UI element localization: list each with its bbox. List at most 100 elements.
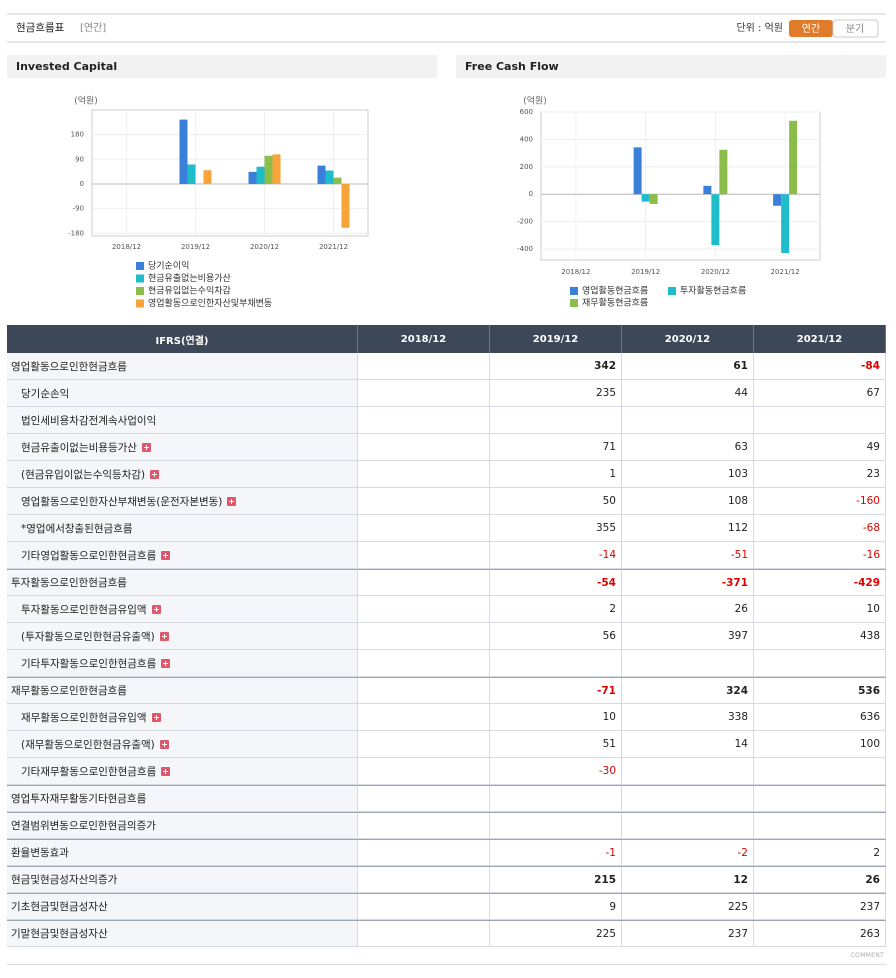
row-name: 환율변동효과 (11, 847, 69, 859)
y-tick-label: 200 (520, 163, 533, 171)
table-row: 환율변동효과 -1 -2 2 (7, 839, 886, 866)
panel-title-bar (456, 55, 886, 78)
value-cell: -371 (622, 570, 754, 595)
expand-icon[interactable] (151, 604, 161, 614)
bar (773, 194, 782, 206)
comment-link[interactable]: COMMENT (850, 952, 884, 959)
column-header: IFRS(연결) (7, 325, 358, 353)
column-header: 2021/12 (754, 325, 886, 353)
value-cell: 215 (490, 867, 622, 892)
value-cell: 397 (622, 623, 754, 649)
expand-icon[interactable] (161, 766, 171, 776)
table-row: 기타재무활동으로인한현금흐름 -30 (7, 758, 886, 785)
bar (789, 120, 798, 195)
x-tick-label: 2019/12 (181, 243, 210, 251)
row-name-cell: 재무활동으로인한현금흐름 (7, 678, 358, 703)
expand-icon[interactable] (227, 496, 237, 506)
column-header: 2020/12 (622, 325, 754, 353)
y-tick-label: 600 (520, 108, 533, 116)
row-name: 재무활동으로인한현금유입액 (21, 711, 147, 724)
row-name-cell: 기타재무활동으로인한현금흐름 (7, 758, 358, 784)
expand-icon[interactable] (161, 658, 171, 668)
row-name: (현금유입이없는수익등차감) (21, 468, 146, 481)
bar (203, 170, 212, 184)
value-cell: 636 (754, 704, 886, 730)
x-tick-label: 2018/12 (561, 268, 590, 276)
table-row: 연결범위변동으로인한현금의증가 (7, 812, 886, 839)
row-name: (재무활동으로인한현금유출액) (21, 738, 155, 751)
value-cell (358, 650, 490, 676)
value-cell: -1 (490, 840, 622, 865)
value-cell: 61 (622, 353, 754, 379)
row-name-cell: 법인세비용차감전계속사업이익 (7, 407, 358, 433)
value-cell (358, 786, 490, 811)
value-cell (358, 353, 490, 379)
value-cell: 12 (622, 867, 754, 892)
value-cell (358, 678, 490, 703)
bar (633, 147, 642, 195)
button-quarter[interactable] (832, 19, 879, 38)
row-name-cell: 영업투자재무활동기타현금흐름 (7, 786, 358, 811)
expand-icon[interactable] (151, 712, 161, 722)
row-name: *영업에서창출된현금흐름 (21, 522, 133, 535)
row-name: 기말현금및현금성자산 (11, 928, 108, 940)
expand-icon[interactable] (141, 442, 151, 452)
bar (703, 185, 712, 195)
table-row: 현금및현금성자산의증가 215 12 26 (7, 866, 886, 893)
button-label[interactable]: 분기 (846, 23, 864, 35)
legend-label: 영업활동으로인한자산및부채변동 (148, 297, 272, 309)
table-row: 재무활동으로인한현금흐름 -71 324 536 (7, 677, 886, 704)
legend-label: 현금유출없는비용가산 (148, 273, 231, 284)
bar (649, 194, 658, 204)
value-cell (622, 650, 754, 676)
row-name-cell: 기타투자활동으로인한현금흐름 (7, 650, 358, 676)
legend-swatch (136, 262, 144, 270)
y-axis-label: (억원) (523, 95, 547, 107)
value-cell (490, 786, 622, 811)
value-cell: 23 (754, 461, 886, 487)
row-name: 연결범위변동으로인한현금의증가 (11, 820, 156, 832)
value-cell (754, 813, 886, 838)
table-row: 당기순손익 235 44 67 (7, 380, 886, 407)
value-cell: 50 (490, 488, 622, 514)
table-row: 영업투자재무활동기타현금흐름 (7, 785, 886, 812)
value-cell: 438 (754, 623, 886, 649)
legend-swatch (136, 299, 144, 308)
value-cell: 263 (754, 921, 886, 946)
table-row: 영업활동으로인한자산부채변동(운전자본변동) 50 108 -160 (7, 488, 886, 515)
y-tick-label: 0 (80, 180, 84, 188)
row-name: 투자활동으로인한현금유입액 (21, 603, 147, 616)
bar (641, 194, 650, 202)
button-label[interactable]: 연간 (802, 23, 820, 35)
value-cell: 338 (622, 704, 754, 730)
header-row: IFRS(연결) 2018/12 2019/12 2020/12 2021/12 (7, 325, 886, 353)
expand-icon[interactable] (161, 550, 171, 560)
plot-area (540, 111, 821, 261)
x-tick-label: 2021/12 (319, 243, 348, 251)
value-cell (754, 407, 886, 433)
value-cell: -16 (754, 542, 886, 568)
y-axis-label: (억원) (74, 95, 98, 107)
value-cell: 63 (622, 434, 754, 460)
bar (325, 170, 334, 184)
chart-title: Invested Capital (16, 60, 117, 73)
bar (719, 149, 728, 195)
row-name-cell: 기타영업활동으로인한현금흐름 (7, 542, 358, 568)
value-cell (622, 758, 754, 784)
value-cell (754, 758, 886, 784)
table-row: 재무활동으로인한현금유입액 10 338 636 (7, 704, 886, 731)
expand-icon[interactable] (150, 469, 160, 479)
y-tick-label: 0 (529, 190, 533, 198)
expand-icon[interactable] (159, 739, 169, 749)
button-annual[interactable] (789, 20, 833, 37)
table-row: *영업에서창출된현금흐름 355 112 -68 (7, 515, 886, 542)
bar (264, 155, 273, 184)
expand-icon[interactable] (159, 631, 169, 641)
value-cell: 225 (622, 894, 754, 919)
value-cell: 108 (622, 488, 754, 514)
value-cell: 237 (754, 894, 886, 919)
value-cell (490, 650, 622, 676)
row-name: 기타투자활동으로인한현금흐름 (21, 657, 157, 670)
bar (711, 194, 720, 246)
